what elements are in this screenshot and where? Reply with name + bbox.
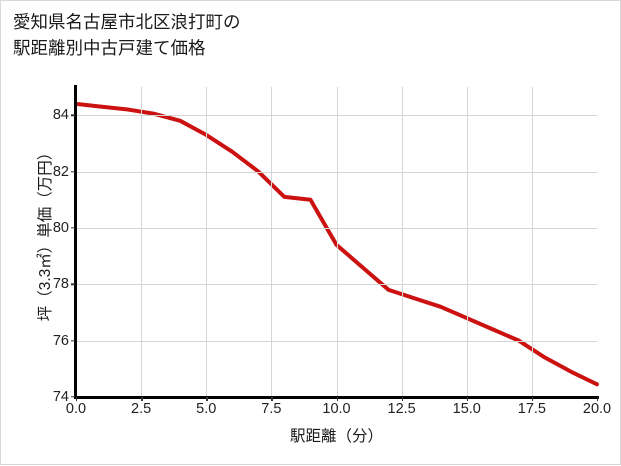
chart-title: 愛知県名古屋市北区浪打町の 駅距離別中古戸建て価格 [13,12,241,58]
y-axis-title: 坪（3.3㎡）単価（万円） [37,144,54,322]
x-tick-label: 12.5 [387,401,416,417]
y-tick-mark [71,396,75,398]
gridline-vertical [271,87,273,397]
gridline-vertical [206,87,208,397]
x-tick-label: 2.5 [131,401,152,417]
x-tick-label: 7.5 [261,401,282,417]
y-axis-spine [74,85,77,399]
x-tick-label: 15.0 [452,401,481,417]
x-tick-mark [206,397,208,401]
y-tick-label: 82 [52,163,69,180]
x-tick-label: 0.0 [65,401,87,417]
x-tick-mark [271,397,273,401]
y-tick-label: 80 [52,219,69,236]
x-tick-mark [401,397,404,401]
y-tick-label: 78 [52,276,69,293]
y-tick-labels: 74 76 78 80 82 84 [1,1,69,466]
y-tick-label: 76 [52,332,69,349]
x-tick-label: 5.0 [196,401,217,417]
x-tick-mark [597,397,599,401]
gridline-vertical [141,87,143,397]
gridline-vertical [531,87,533,397]
y-tick-mark [71,339,75,342]
gridline-vertical [336,87,338,397]
y-tick-label: 84 [52,107,69,124]
x-tick-mark [141,397,143,401]
y-tick-mark [71,170,75,173]
y-tick-mark [71,227,75,229]
plot-area [74,87,599,398]
x-tick-mark [336,397,338,401]
x-tick-label: 17.5 [517,401,546,417]
y-tick-label: 74 [52,389,69,405]
x-tick-mark [76,397,78,401]
x-tick-mark [466,397,469,401]
x-tick-label: 10.0 [322,401,351,417]
x-tick-mark [531,397,534,401]
y-tick-mark [71,114,75,116]
x-axis-title: 駅距離（分） [289,428,383,445]
gridline-vertical [401,87,403,397]
gridline-vertical [466,87,468,397]
y-tick-mark [71,283,75,285]
x-tick-label: 20.0 [582,401,612,417]
